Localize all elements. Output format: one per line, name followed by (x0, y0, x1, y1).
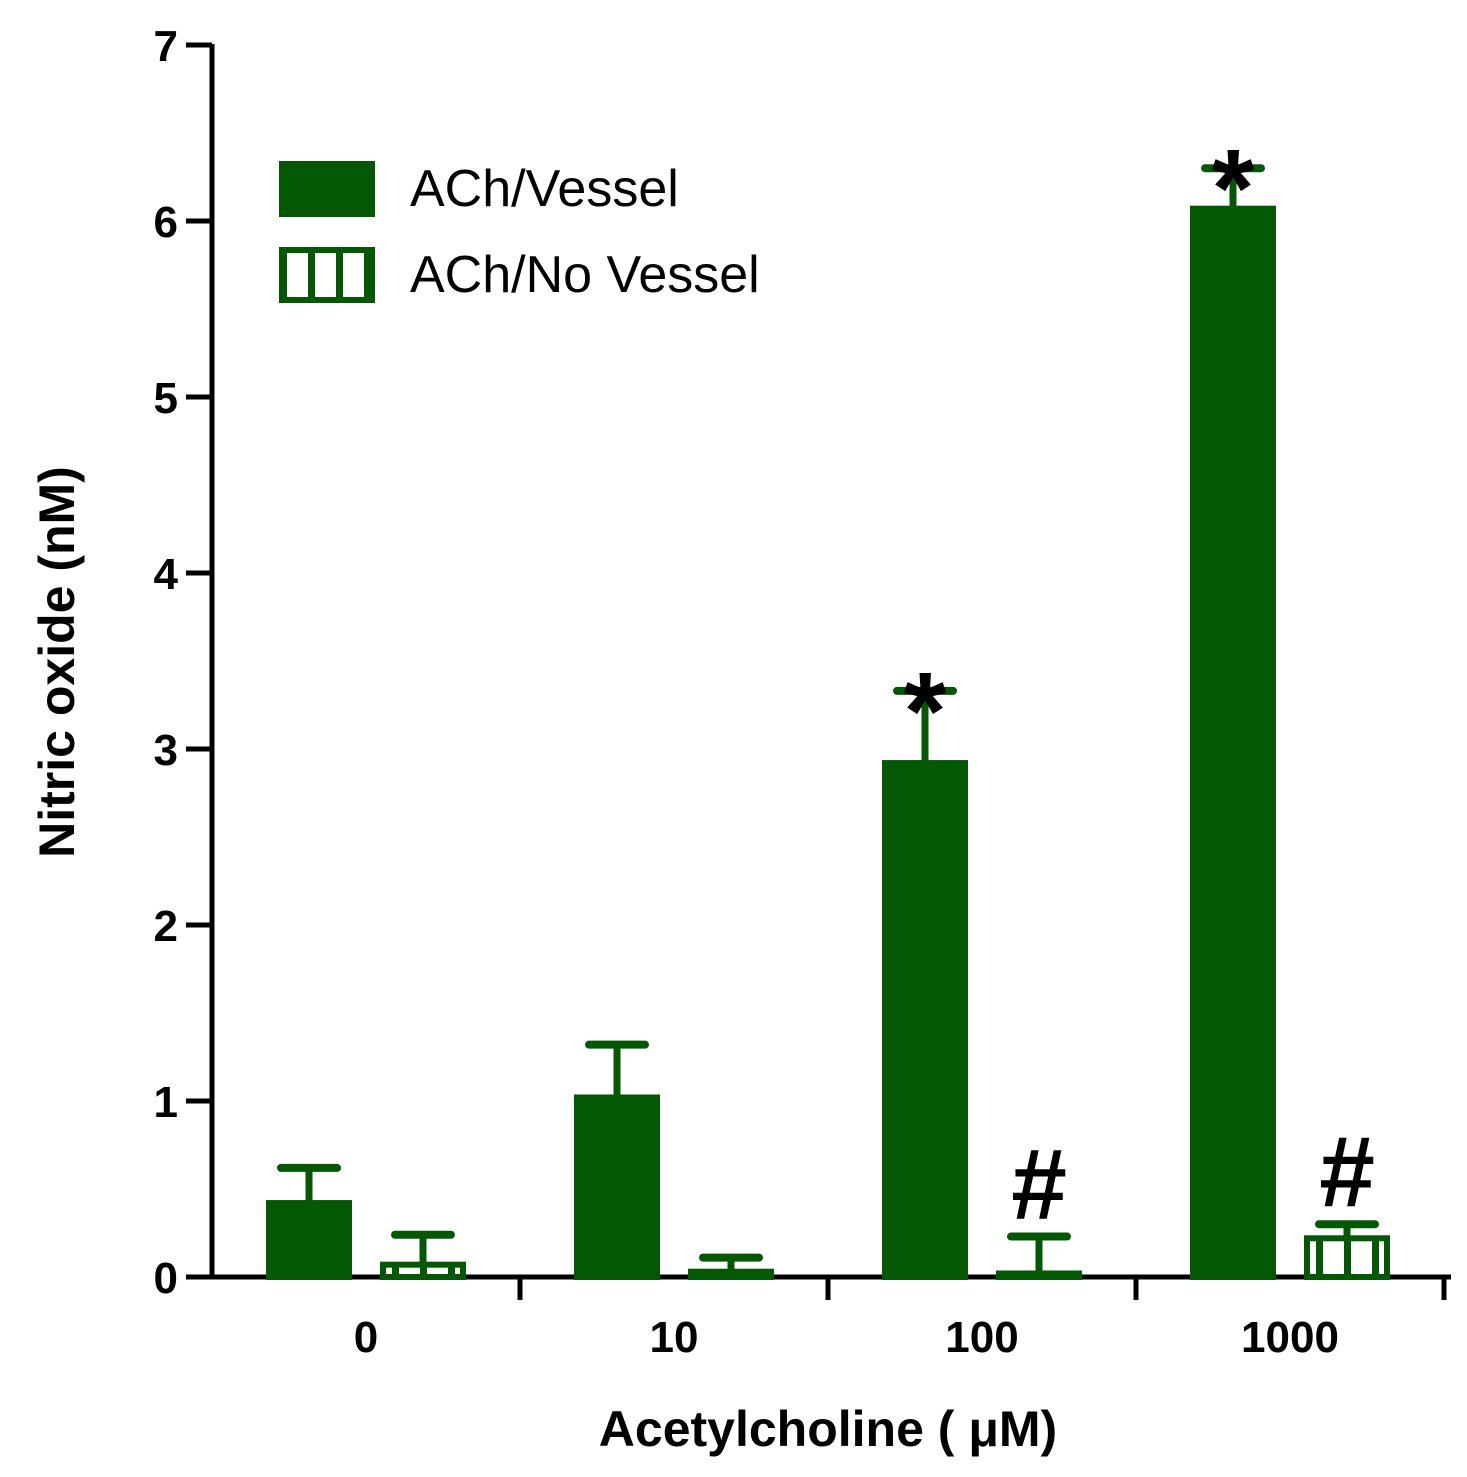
significance-asterisk: * (1212, 127, 1255, 250)
significance-asterisk: * (904, 650, 947, 773)
y-tick-label: 5 (154, 374, 178, 423)
y-axis-title: Nitric oxide (nM) (29, 466, 85, 858)
bar-ach-vessel (882, 760, 968, 1280)
significance-hash: # (1011, 1129, 1067, 1241)
legend: ACh/Vessel ACh/No Vessel (279, 160, 760, 304)
y-tick-label: 0 (154, 1254, 178, 1303)
bar-ach-no-vessel (996, 1270, 1082, 1280)
x-tick-label: 0 (354, 1313, 378, 1362)
significance-hash: # (1319, 1116, 1375, 1228)
bar-ach-no-vessel (1304, 1235, 1390, 1281)
bar-ach-vessel (1190, 205, 1276, 1280)
legend-swatch-ach-vessel (279, 161, 375, 217)
y-tick-label: 6 (154, 198, 178, 247)
x-axis-title: Acetylcholine ( μM) (599, 1401, 1057, 1457)
bar-ach-no-vessel (688, 1268, 774, 1280)
y-tick-label: 1 (154, 1078, 178, 1127)
legend-label-ach-no-vessel: ACh/No Vessel (410, 246, 760, 304)
x-tick-label: 100 (945, 1313, 1018, 1362)
x-tick-label: 10 (650, 1313, 699, 1362)
y-tick-label: 2 (154, 902, 178, 951)
x-tick-label: 1000 (1241, 1313, 1339, 1362)
y-tick-label: 3 (154, 726, 178, 775)
legend-swatch-ach-no-vessel (279, 247, 375, 303)
y-tick-label: 4 (154, 550, 179, 599)
bar-ach-vessel (574, 1094, 660, 1280)
y-ticks: 0 1 2 3 4 5 6 7 (154, 22, 212, 1303)
bar-ach-vessel (266, 1200, 352, 1280)
legend-label-ach-vessel: ACh/Vessel (410, 160, 679, 218)
x-ticks: 0 10 100 1000 (354, 1277, 1447, 1362)
significance-annotations: * * # # (904, 127, 1375, 1240)
bar-ach-no-vessel (380, 1261, 466, 1281)
y-tick-label: 7 (154, 22, 178, 71)
bars (266, 164, 1390, 1281)
